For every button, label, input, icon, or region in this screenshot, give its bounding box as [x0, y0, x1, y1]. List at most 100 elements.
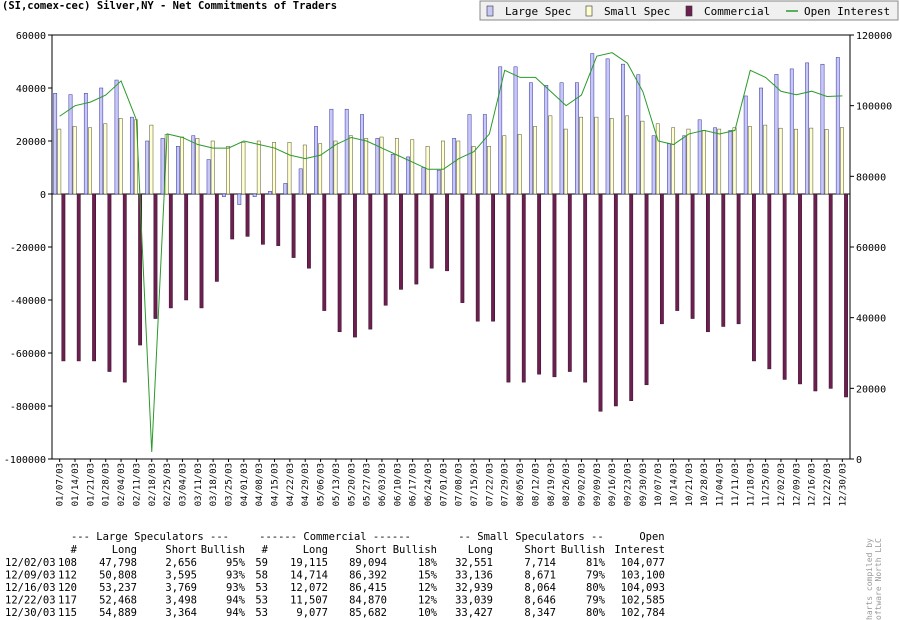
bar	[176, 146, 180, 195]
bar	[322, 193, 327, 311]
bar	[241, 142, 246, 195]
x-tick-label: 08/12/03	[531, 463, 541, 506]
bar	[57, 128, 62, 195]
x-tick-label: 12/02/03	[777, 463, 787, 506]
bar	[491, 193, 495, 322]
x-tick-label: 03/25/03	[224, 463, 234, 506]
bar	[441, 140, 445, 195]
bar	[168, 193, 173, 309]
bar	[498, 66, 503, 195]
y-tick-label: -40000	[10, 296, 46, 307]
table-column-header: Bullish	[561, 544, 605, 556]
bar	[567, 193, 572, 372]
table-cell: 8,064	[524, 582, 556, 594]
bar	[747, 126, 752, 195]
bar	[348, 135, 353, 195]
bar	[644, 193, 649, 386]
bar	[763, 124, 768, 195]
x-tick-label: 11/04/03	[716, 463, 726, 506]
table-cell: 102,784	[621, 607, 665, 619]
bar	[149, 124, 154, 195]
bar	[333, 140, 338, 195]
bar	[798, 193, 802, 385]
x-tick-label: 03/04/03	[178, 463, 188, 506]
bar	[329, 108, 334, 195]
bar	[579, 116, 583, 195]
table-column-header: Short	[524, 544, 556, 556]
bar	[129, 116, 134, 195]
table-cell: 50,808	[99, 570, 137, 582]
x-tick-label: 01/07/03	[56, 463, 66, 506]
table-cell: 3,595	[165, 570, 197, 582]
x-tick-label: 11/11/03	[731, 463, 741, 506]
bar	[92, 193, 96, 362]
table-cell: 33,039	[455, 595, 493, 607]
table-cell: 33,427	[455, 607, 493, 619]
bar	[629, 193, 634, 401]
table-cell: 12/16/03	[5, 582, 56, 594]
bar	[414, 193, 419, 285]
bar	[122, 193, 127, 383]
bar	[394, 138, 399, 195]
table-column-header: Short	[355, 544, 387, 556]
table-cell: 84,870	[349, 595, 387, 607]
table-cell: 8,646	[524, 595, 556, 607]
bar	[383, 193, 388, 306]
x-tick-label: 03/18/03	[209, 463, 219, 506]
table-cell: 33,136	[455, 570, 493, 582]
bar	[76, 193, 81, 362]
bar	[513, 66, 518, 195]
x-tick-label: 01/14/03	[71, 463, 81, 506]
chart-title: (SI,comex-cec) Silver,NY - Net Commitmen…	[2, 0, 337, 12]
x-tick-label: 09/16/03	[608, 463, 618, 506]
bar	[590, 53, 595, 195]
bar	[88, 127, 92, 195]
x-tick-label: 02/25/03	[163, 463, 173, 506]
x-tick-label: 10/14/03	[670, 463, 680, 506]
bar	[506, 193, 511, 383]
table-cell: 120	[58, 582, 77, 594]
table-cell: 12,072	[290, 582, 328, 594]
x-tick-label: 11/25/03	[762, 463, 772, 506]
x-tick-label: 09/30/03	[639, 463, 649, 506]
x-tick-label: 04/22/03	[286, 463, 296, 506]
bar	[61, 193, 66, 362]
x-tick-label: 07/01/03	[439, 463, 449, 506]
bar	[528, 82, 533, 195]
bar	[99, 87, 104, 195]
table-cell: 108	[58, 557, 77, 569]
bar	[456, 140, 461, 195]
bar	[145, 140, 150, 195]
bar	[53, 93, 58, 195]
x-tick-label: 09/09/03	[593, 463, 603, 506]
table-cell: 95%	[226, 557, 246, 569]
bar	[237, 193, 242, 205]
table-cell: 10%	[418, 607, 438, 619]
bar	[767, 193, 772, 370]
x-tick-label: 02/11/03	[132, 463, 142, 506]
bar	[533, 126, 537, 195]
table-column-header: Interest	[614, 544, 665, 556]
bar	[272, 142, 277, 195]
bar	[598, 193, 603, 412]
x-tick-label: 07/15/03	[470, 463, 480, 506]
open-interest-line	[59, 52, 843, 452]
x-tick-label: 07/08/03	[455, 463, 465, 506]
bar	[782, 193, 787, 380]
table-group-header: Open	[639, 531, 664, 543]
bar	[68, 94, 73, 195]
bar	[291, 193, 296, 258]
y2-tick-label: 120000	[856, 31, 892, 42]
x-tick-label: 04/08/03	[255, 463, 265, 506]
table-cell: 12%	[418, 595, 438, 607]
bar	[268, 191, 272, 195]
bar	[390, 154, 395, 195]
bar	[605, 58, 610, 195]
table-cell: 8,671	[524, 570, 556, 582]
table-cell: 53	[255, 582, 268, 594]
bar	[410, 139, 415, 195]
bar	[701, 130, 706, 195]
x-tick-label: 03/11/03	[194, 463, 204, 506]
x-tick-label: 09/02/03	[577, 463, 587, 506]
bar	[613, 193, 618, 407]
